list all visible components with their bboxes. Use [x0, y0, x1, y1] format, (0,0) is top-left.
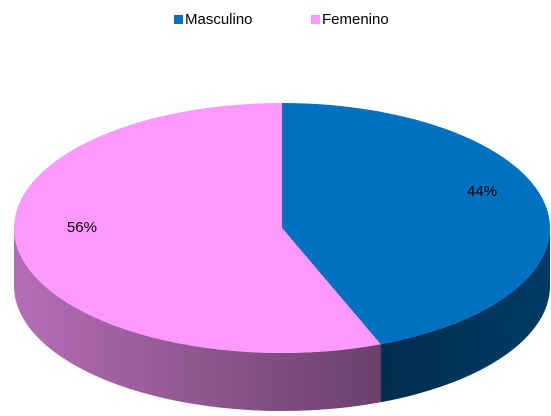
legend: Masculino Femenino [174, 11, 389, 28]
slice [13, 103, 381, 353]
legend-label: Femenino [322, 11, 389, 28]
slice [282, 103, 550, 345]
legend-label: Masculino [185, 11, 253, 28]
tops [13, 103, 550, 353]
legend-swatch [311, 15, 320, 24]
labels: 44% 56% [67, 183, 497, 236]
data-label: 56% [67, 219, 97, 236]
legend-swatch [174, 15, 183, 24]
side-shade [14, 228, 550, 411]
data-label: 44% [467, 183, 497, 200]
